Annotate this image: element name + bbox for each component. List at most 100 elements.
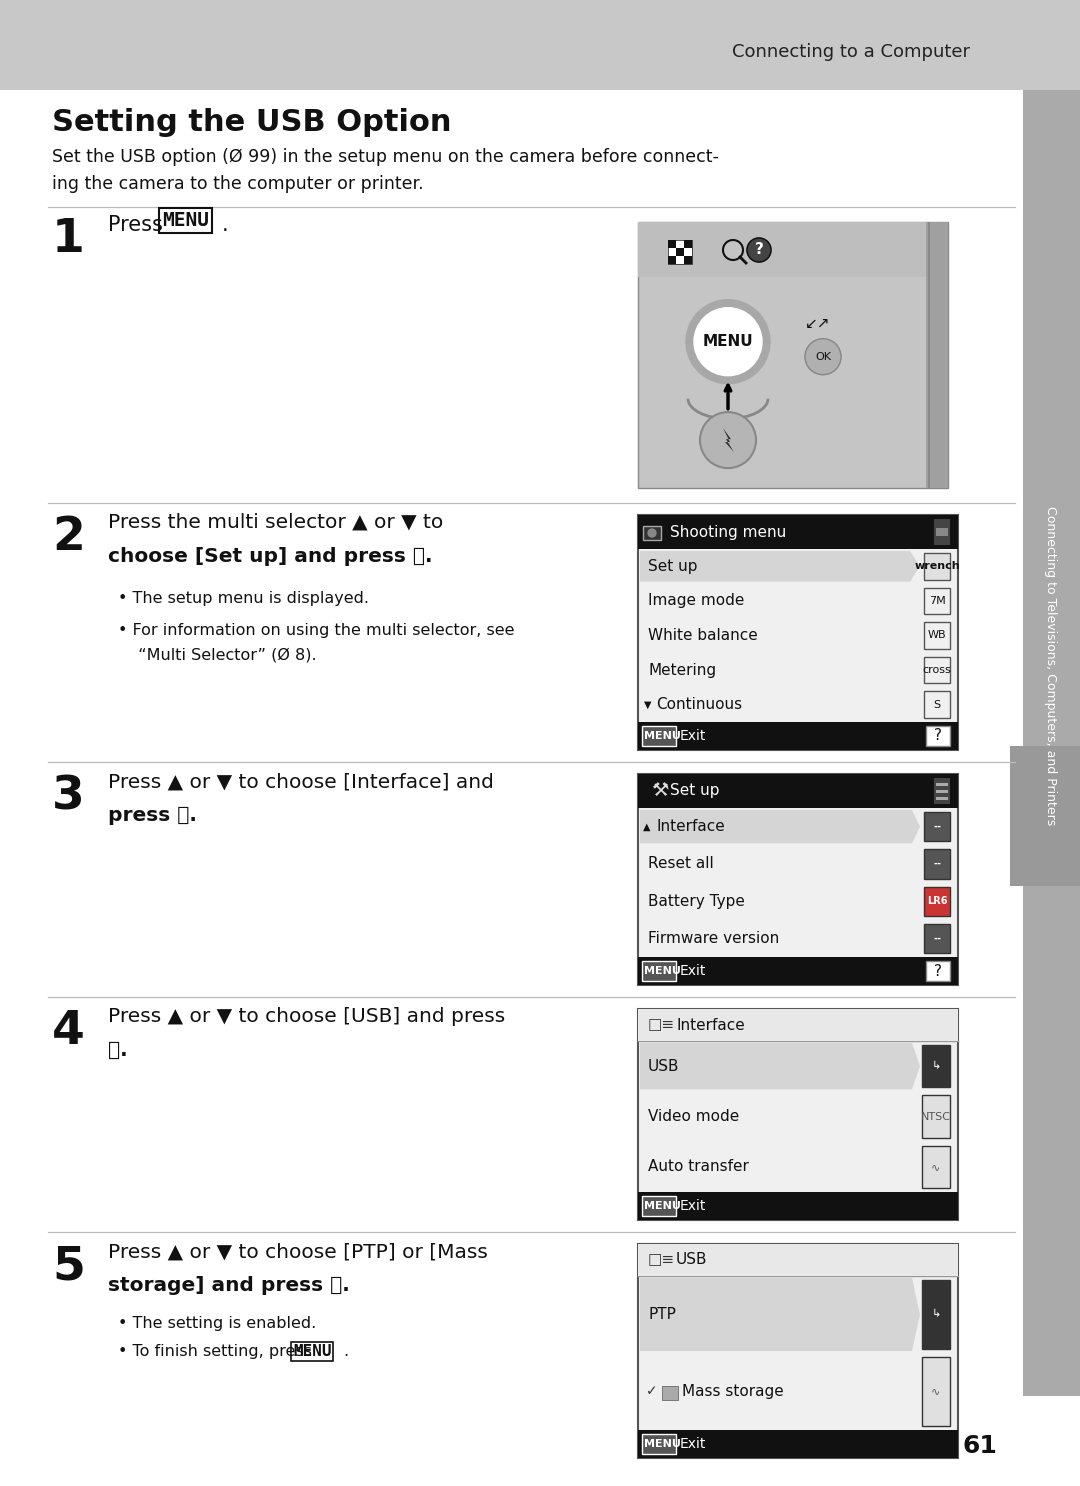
Text: Setting the USB Option: Setting the USB Option: [52, 108, 451, 137]
Text: Interface: Interface: [676, 1018, 745, 1033]
Text: 7M: 7M: [929, 596, 945, 606]
Text: ?: ?: [755, 242, 764, 257]
Text: Firmware version: Firmware version: [648, 930, 780, 947]
Text: ∿: ∿: [931, 1386, 941, 1397]
Text: 5: 5: [52, 1244, 85, 1288]
Text: ∿: ∿: [931, 1162, 941, 1172]
Text: MENU: MENU: [644, 1201, 680, 1211]
Bar: [642, 961, 676, 981]
Bar: [924, 811, 950, 841]
Text: Auto transfer: Auto transfer: [648, 1159, 748, 1174]
Bar: [684, 241, 692, 248]
Text: Set up: Set up: [670, 783, 719, 798]
Text: ⚒: ⚒: [652, 782, 670, 801]
Circle shape: [700, 412, 756, 468]
Text: Mass storage: Mass storage: [681, 1383, 784, 1398]
Text: USB: USB: [676, 1253, 707, 1268]
Bar: [922, 1095, 950, 1138]
Bar: [936, 796, 948, 799]
Text: Press ▲ or ▼ to choose [Interface] and: Press ▲ or ▼ to choose [Interface] and: [108, 773, 494, 791]
Circle shape: [805, 339, 841, 374]
Text: MENU: MENU: [293, 1343, 332, 1360]
Polygon shape: [640, 1278, 920, 1351]
Bar: [669, 241, 692, 265]
Text: S: S: [933, 700, 941, 710]
Text: Connecting to a Computer: Connecting to a Computer: [732, 43, 970, 61]
Text: wrench: wrench: [914, 562, 960, 571]
Bar: [638, 1244, 958, 1458]
Bar: [936, 783, 948, 786]
Bar: [936, 791, 948, 794]
Text: WB: WB: [928, 630, 946, 640]
Bar: [922, 1045, 950, 1088]
Text: Reset all: Reset all: [648, 856, 714, 871]
Text: ing the camera to the computer or printer.: ing the camera to the computer or printe…: [52, 175, 423, 193]
Text: Video mode: Video mode: [648, 1109, 739, 1123]
Bar: [934, 779, 950, 804]
Bar: [638, 774, 958, 808]
Text: • To finish setting, press: • To finish setting, press: [118, 1343, 318, 1360]
Text: --: --: [933, 933, 941, 944]
Bar: [638, 516, 958, 750]
Bar: [676, 248, 684, 256]
Text: Exit: Exit: [680, 1437, 706, 1450]
Text: ↙↗: ↙↗: [806, 317, 831, 331]
Text: □≡: □≡: [648, 1253, 675, 1268]
Bar: [642, 1196, 676, 1216]
Bar: [676, 241, 684, 248]
Bar: [924, 850, 950, 878]
Bar: [638, 722, 958, 750]
Text: Continuous: Continuous: [656, 697, 742, 712]
Text: Press: Press: [108, 215, 170, 235]
Text: ↳: ↳: [931, 1061, 941, 1071]
Text: MENU: MENU: [703, 334, 754, 349]
Text: ?: ?: [934, 963, 942, 978]
Circle shape: [694, 308, 762, 376]
Bar: [638, 1192, 958, 1220]
Text: Press the multi selector ▲ or ▼ to: Press the multi selector ▲ or ▼ to: [108, 513, 443, 532]
Bar: [924, 924, 950, 953]
Bar: [638, 516, 958, 548]
Bar: [669, 248, 676, 256]
Text: Interface: Interface: [656, 819, 725, 834]
Text: Ⓢ.: Ⓢ.: [108, 1042, 127, 1060]
Text: ?: ?: [934, 728, 942, 743]
Text: • The setting is enabled.: • The setting is enabled.: [118, 1317, 316, 1331]
Bar: [924, 553, 950, 580]
Bar: [676, 256, 684, 265]
Text: Press ▲ or ▼ to choose [USB] and press: Press ▲ or ▼ to choose [USB] and press: [108, 1008, 505, 1025]
Text: ✓: ✓: [646, 1385, 658, 1398]
Bar: [936, 528, 948, 536]
Text: 2: 2: [52, 516, 85, 560]
Text: --: --: [933, 822, 941, 832]
Bar: [924, 657, 950, 684]
Text: .: .: [343, 1343, 348, 1360]
Text: Exit: Exit: [680, 1199, 706, 1213]
Text: MENU: MENU: [162, 211, 210, 230]
Bar: [1023, 91, 1080, 1395]
Bar: [928, 221, 930, 487]
Bar: [638, 221, 926, 276]
Polygon shape: [640, 810, 920, 843]
Polygon shape: [640, 551, 920, 581]
Text: NTSC: NTSC: [921, 1112, 951, 1122]
Text: Image mode: Image mode: [648, 593, 744, 608]
Circle shape: [648, 529, 656, 536]
Circle shape: [686, 300, 770, 383]
Text: 4: 4: [52, 1009, 85, 1054]
Text: LR6: LR6: [927, 896, 947, 906]
Circle shape: [747, 238, 771, 262]
Text: Shooting menu: Shooting menu: [670, 525, 786, 539]
Bar: [684, 256, 692, 265]
Text: ↳: ↳: [931, 1309, 941, 1320]
Bar: [643, 526, 661, 539]
Text: Connecting to Televisions, Computers, and Printers: Connecting to Televisions, Computers, an…: [1044, 507, 1057, 826]
Text: 61: 61: [962, 1434, 998, 1458]
Bar: [924, 887, 950, 915]
Text: 1: 1: [52, 217, 85, 262]
Bar: [638, 1244, 958, 1276]
Bar: [926, 221, 948, 487]
Circle shape: [723, 241, 743, 260]
Text: White balance: White balance: [648, 629, 758, 643]
Text: ▼: ▼: [644, 700, 651, 710]
